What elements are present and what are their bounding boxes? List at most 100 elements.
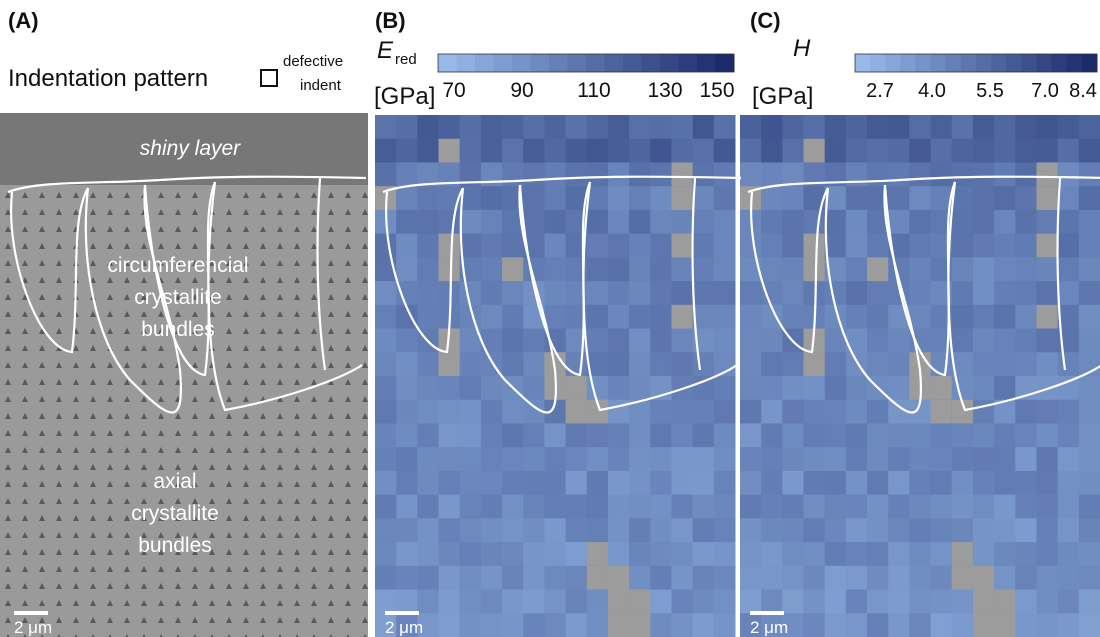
heatmap-cell bbox=[650, 589, 672, 614]
heatmap-cell bbox=[1015, 186, 1037, 211]
heatmap-cell bbox=[502, 352, 524, 377]
legend-text: defective bbox=[283, 53, 343, 70]
heatmap-cell bbox=[438, 186, 461, 211]
heatmap-cell bbox=[1078, 470, 1100, 496]
colorbar-step bbox=[475, 54, 494, 72]
heatmap-cell bbox=[629, 376, 651, 401]
heatmap-cell bbox=[867, 589, 889, 614]
heatmap-cell bbox=[1015, 138, 1037, 163]
heatmap-cell bbox=[930, 542, 953, 567]
scale-bar bbox=[14, 611, 48, 615]
heatmap-cell bbox=[972, 328, 995, 353]
heatmap-cell bbox=[417, 589, 440, 614]
colorbar-step bbox=[678, 54, 698, 72]
heatmap-cell bbox=[824, 209, 847, 235]
heatmap-cell bbox=[888, 518, 910, 543]
heatmap-cell bbox=[565, 589, 588, 614]
heatmap-cell bbox=[740, 115, 762, 140]
heatmap-cell bbox=[629, 518, 651, 543]
unit: [GPa] bbox=[374, 83, 435, 110]
heatmap-cell bbox=[824, 494, 847, 519]
heatmap-cell bbox=[565, 565, 588, 591]
heatmap-cell bbox=[671, 542, 694, 567]
heatmap-cell bbox=[565, 447, 588, 472]
heatmap-cell bbox=[544, 470, 567, 496]
heatmap-cell bbox=[951, 352, 974, 377]
heatmap-cell bbox=[713, 209, 736, 235]
heatmap-cell bbox=[867, 447, 889, 472]
heatmap-cell bbox=[867, 352, 889, 377]
heatmap-cell bbox=[713, 115, 736, 140]
shiny-layer bbox=[0, 113, 368, 185]
heatmap-cell bbox=[845, 281, 868, 306]
heatmap-cell bbox=[396, 399, 418, 424]
heatmap-cell bbox=[502, 186, 524, 211]
heatmap-cell bbox=[375, 376, 397, 401]
heatmap-cell bbox=[930, 304, 953, 330]
heatmap-cell bbox=[824, 542, 847, 567]
heatmap-cell bbox=[565, 423, 588, 448]
legend-box bbox=[260, 69, 278, 87]
heatmap-cell bbox=[951, 376, 974, 401]
heatmap-cell bbox=[629, 115, 651, 140]
heatmap-cell bbox=[1015, 399, 1037, 424]
heatmap-cell bbox=[803, 613, 826, 637]
heatmap-cell bbox=[824, 423, 847, 448]
heatmap-cell bbox=[650, 115, 672, 140]
heatmap-cell bbox=[1036, 470, 1059, 496]
heatmap-cell bbox=[629, 494, 651, 519]
heatmap-cell bbox=[607, 376, 630, 401]
heatmap-cell bbox=[523, 542, 545, 567]
heatmap-cell bbox=[502, 518, 524, 543]
defect-cell bbox=[671, 304, 693, 329]
heatmap-cell bbox=[1057, 257, 1080, 282]
heatmap-cell bbox=[930, 470, 953, 496]
heatmap-cell bbox=[761, 233, 783, 258]
heatmap-cell bbox=[544, 233, 567, 258]
defect-cell bbox=[438, 233, 460, 258]
heatmap-cell bbox=[1036, 209, 1059, 235]
heatmap-cell bbox=[375, 589, 397, 614]
heatmap-cell bbox=[1057, 138, 1080, 163]
heatmap-cell bbox=[417, 565, 440, 591]
heatmap-cell bbox=[740, 162, 762, 187]
heatmap-cell bbox=[1078, 186, 1100, 211]
heatmap-cell bbox=[629, 162, 651, 187]
heatmap-cell bbox=[740, 376, 762, 401]
heatmap-cell bbox=[713, 304, 736, 330]
defect-cell bbox=[803, 257, 825, 282]
defect-cell bbox=[972, 589, 995, 614]
heatmap-cell bbox=[713, 542, 736, 567]
heatmap-cell bbox=[480, 233, 503, 258]
heatmap-cell bbox=[1015, 470, 1037, 496]
heatmap-cell bbox=[824, 138, 847, 163]
heatmap-cell bbox=[438, 115, 461, 140]
heatmap-cell bbox=[713, 186, 736, 211]
heatmap-cell bbox=[586, 209, 609, 235]
heatmap-cell bbox=[438, 209, 461, 235]
heatmap-cell bbox=[951, 589, 974, 614]
colorbar-tick-label: 110 bbox=[577, 79, 610, 102]
heatmap-cell bbox=[782, 613, 805, 637]
heatmap-cell bbox=[523, 470, 545, 496]
heatmap-cell bbox=[888, 162, 910, 187]
heatmap-cell bbox=[586, 186, 609, 211]
heatmap-cell bbox=[417, 304, 440, 330]
heatmap-cell bbox=[629, 328, 651, 353]
heatmap-cell bbox=[480, 447, 503, 472]
colorbar-step bbox=[976, 54, 992, 72]
heatmap-cell bbox=[1036, 565, 1059, 591]
heatmap-cell bbox=[523, 494, 545, 519]
heatmap-cell bbox=[909, 447, 932, 472]
heatmap-cell bbox=[761, 565, 783, 591]
heatmap-cell bbox=[375, 423, 397, 448]
heatmap-cell bbox=[845, 376, 868, 401]
heatmap-cell bbox=[459, 138, 482, 163]
heatmap-cell bbox=[523, 399, 545, 424]
heatmap-cell bbox=[1057, 399, 1080, 424]
heatmap-cell bbox=[761, 209, 783, 235]
heatmap-cell bbox=[629, 399, 651, 424]
boundary bbox=[385, 187, 464, 354]
heatmap-cell bbox=[1036, 352, 1059, 377]
heatmap-cell bbox=[761, 447, 783, 472]
